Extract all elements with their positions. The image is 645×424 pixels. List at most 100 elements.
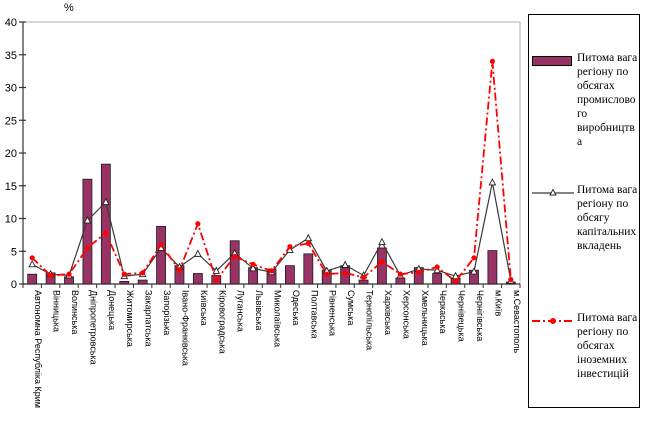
x-axis-category-label: Донецька bbox=[107, 290, 117, 330]
legend-foreign-line-swatch bbox=[532, 318, 574, 324]
foreign-marker-dot bbox=[324, 271, 330, 277]
y-axis-tick-label: 15 bbox=[5, 181, 17, 193]
y-axis-tick-label: 20 bbox=[5, 148, 17, 160]
x-axis-category-label: Хмельницька bbox=[420, 290, 430, 346]
foreign-marker-dot bbox=[397, 271, 403, 277]
bar-industrial bbox=[192, 273, 203, 285]
legend-capital-line-swatch bbox=[532, 188, 574, 196]
bar-industrial bbox=[229, 240, 240, 285]
y-axis-tick-label: 40 bbox=[5, 17, 17, 29]
foreign-marker-dot bbox=[121, 271, 127, 277]
x-axis-category-label: Черкаська bbox=[438, 290, 448, 333]
bar-industrial bbox=[432, 273, 443, 285]
capital-marker-triangle bbox=[488, 178, 497, 186]
x-axis-category-label: Луганська bbox=[236, 290, 246, 332]
foreign-marker-dot bbox=[360, 274, 367, 281]
bar-industrial bbox=[27, 273, 38, 285]
foreign-marker-dot bbox=[213, 277, 219, 283]
foreign-marker-dot bbox=[250, 261, 256, 267]
foreign-marker-dot bbox=[342, 270, 348, 276]
x-axis-category-label: Сумська bbox=[346, 290, 356, 325]
legend-label: Питома вага регіону по обсягах іноземних… bbox=[577, 312, 638, 380]
x-axis-category-label: Одеська bbox=[291, 290, 301, 325]
capital-marker-triangle bbox=[28, 259, 37, 268]
x-axis-category-label: Дніпропетровська bbox=[88, 290, 98, 365]
foreign-marker-dot bbox=[140, 270, 146, 276]
x-axis-category-label: Волинська bbox=[70, 290, 80, 334]
x-axis-category-label: Івано-Франківська bbox=[180, 290, 190, 366]
bar-industrial bbox=[395, 277, 406, 285]
x-axis-category-label: Львівська bbox=[254, 290, 264, 330]
x-axis-category-label: м.Севастополь bbox=[512, 290, 522, 353]
legend-label: Питома вага регіону по обсягах промислов… bbox=[577, 52, 638, 148]
capital-marker-triangle bbox=[378, 237, 386, 246]
foreign-marker-dot bbox=[66, 271, 72, 277]
x-axis-category-label: Тернопільська bbox=[365, 290, 375, 350]
y-axis-tick-label: 25 bbox=[5, 115, 17, 127]
x-axis-category-label: Запорізька bbox=[162, 290, 172, 335]
x-axis-category-label: Херсонська bbox=[401, 290, 411, 339]
capital-marker-triangle bbox=[304, 233, 313, 242]
plot-group: 0 5 10 15 20 25 30 35 40 Автономна Республіка Кри… bbox=[5, 17, 522, 408]
foreign-marker-dot bbox=[489, 58, 495, 64]
x-axis-category-label: Кіровоградська bbox=[217, 290, 227, 354]
legend-entry-2: Питома вага регіону по обсягу капітальни… bbox=[532, 183, 639, 253]
foreign-marker-dot bbox=[452, 278, 459, 284]
capital-marker-triangle bbox=[451, 271, 460, 280]
capital-marker-triangle bbox=[470, 267, 478, 275]
legend-entry-1: Питома вага регіону по обсягах промислов… bbox=[532, 51, 639, 149]
foreign-marker-dot bbox=[195, 221, 201, 227]
legend-marker bbox=[532, 185, 574, 203]
x-axis-category-label: Рівненська bbox=[328, 290, 338, 336]
y-axis-tick-label: 10 bbox=[5, 214, 17, 226]
capital-marker-triangle bbox=[341, 260, 349, 268]
x-axis-category-label: Чернігівська bbox=[475, 290, 485, 341]
legend-entry-3: Питома вага регіону по обсягах іноземних… bbox=[532, 311, 639, 381]
foreign-marker-dot bbox=[416, 269, 422, 275]
bar-industrial bbox=[119, 280, 130, 285]
foreign-marker-dot bbox=[508, 276, 514, 283]
bar-industrial bbox=[487, 250, 498, 285]
capital-marker-triangle bbox=[249, 263, 257, 272]
foreign-marker-dot bbox=[103, 230, 109, 236]
legend-marker bbox=[532, 313, 574, 331]
y-axis-tick-label: 35 bbox=[5, 50, 17, 62]
foreign-marker-dot bbox=[84, 245, 91, 251]
foreign-marker-dot bbox=[48, 272, 54, 279]
x-axis-category-label: Вінницька bbox=[52, 290, 62, 332]
chart-legend: Питома вага регіону по обсягах промислов… bbox=[528, 14, 640, 408]
bar-industrial bbox=[100, 163, 111, 285]
x-axis-category-label: Київська bbox=[199, 290, 209, 326]
foreign-marker-dot bbox=[471, 255, 477, 261]
legend-bar-swatch bbox=[532, 56, 572, 66]
legend-label: Питома вага регіону по обсягу капітальни… bbox=[577, 184, 638, 252]
bar-industrial bbox=[137, 279, 148, 285]
x-axis-category-label: Миколаївська bbox=[273, 290, 283, 347]
foreign-marker-dot bbox=[287, 244, 293, 250]
capital-marker-triangle bbox=[194, 249, 202, 257]
x-axis-category-label: Житомирська bbox=[125, 290, 135, 347]
bar-industrial bbox=[358, 279, 369, 285]
bar-industrial bbox=[303, 253, 314, 285]
bar-industrial bbox=[285, 265, 295, 285]
x-axis-category-label: Закарпатська bbox=[144, 290, 154, 347]
bar-industrial bbox=[82, 178, 93, 285]
legend-marker bbox=[532, 53, 574, 71]
foreign-marker-dot bbox=[434, 264, 440, 270]
capital-marker-triangle bbox=[212, 266, 221, 274]
x-axis-category-label: Полтавська bbox=[309, 290, 319, 339]
foreign-marker-dot bbox=[268, 268, 275, 274]
foreign-marker-dot bbox=[176, 267, 183, 273]
x-axis-category-label: Харківська bbox=[383, 290, 393, 335]
foreign-marker-dot bbox=[29, 255, 35, 261]
bar-industrial bbox=[156, 225, 166, 285]
x-axis-category-label: м.Київ bbox=[493, 290, 503, 316]
x-axis-category-label: Автономна Республіка Крим bbox=[33, 290, 43, 408]
y-axis-tick-label: 0 bbox=[11, 279, 17, 291]
foreign-marker-dot bbox=[305, 240, 311, 246]
y-axis-tick-label: 5 bbox=[11, 246, 17, 258]
capital-marker-triangle bbox=[101, 197, 110, 206]
y-axis-tick-label: 30 bbox=[5, 83, 17, 95]
y-axis-unit-label: % bbox=[64, 2, 74, 14]
